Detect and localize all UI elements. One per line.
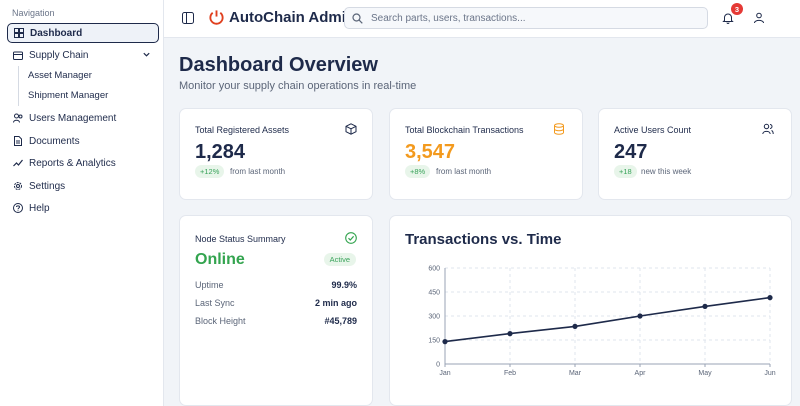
search-bar[interactable] [344,7,708,29]
series-line [444,296,771,343]
check-circle-icon [345,232,357,244]
y-tick-label: 450 [428,290,440,297]
data-point [442,339,448,345]
top-header: AutoChain Admin 3 [164,0,800,38]
delta-note: from last month [230,167,286,176]
sidebar-item-label: Settings [29,180,66,192]
user-icon[interactable] [753,12,765,24]
sidebar-item-label: Reports & Analytics [29,157,116,169]
page-subtitle: Monitor your supply chain operations in … [179,80,417,92]
stat-card-transactions: Total Blockchain Transactions 3,547 +8% … [389,108,583,200]
node-status-text: Online [195,251,245,268]
page-title: Dashboard Overview [179,54,378,76]
status-badge: Active [323,253,356,266]
delta-note: new this week [641,167,692,176]
stat-value: 3,547 [405,141,456,163]
box-icon [345,123,357,135]
x-tick-label: Jan [439,370,450,377]
bell-icon[interactable] [722,12,734,24]
sidebar-item-supply-chain[interactable]: Supply Chain [7,45,159,65]
app-title: AutoChain Admin [229,9,356,26]
x-tick-label: Feb [504,370,516,377]
sidebar-item-dashboard[interactable]: Dashboard [7,23,159,43]
sidebar-item-settings[interactable]: Settings [7,176,159,196]
package-icon [13,50,23,60]
y-tick-label: 300 [428,314,440,321]
node-row-value: 99.9% [331,280,357,290]
stat-label: Total Blockchain Transactions [405,125,524,135]
x-tick-label: Apr [635,370,647,377]
data-point [637,313,643,319]
gear-icon [13,181,23,191]
users-icon [762,123,774,135]
nav-heading: Navigation [12,8,55,18]
y-tick-label: 600 [428,266,440,273]
sidebar-item-label: Users Management [29,112,117,124]
stat-value: 1,284 [195,141,246,163]
x-tick-label: May [698,370,712,377]
node-row-label: Block Height [195,316,246,326]
submenu-divider [18,66,19,106]
dashboard-icon [14,28,24,38]
delta-badge: +8% [405,165,431,178]
data-point [572,323,578,329]
transactions-line-chart: 0 150 300 450 600 Jan Feb Mar Apr May Jun [428,266,775,378]
delta-note: from last month [436,167,492,176]
data-point [507,331,513,337]
transactions-chart-card: 0 150 300 450 600 Jan Feb Mar Apr May Jun Transact… [389,215,792,406]
sidebar: Navigation Dashboard Supply Chain Asset … [0,0,164,406]
sidebar-subitem-asset-manager[interactable]: Asset Manager [28,70,92,81]
data-point [767,295,773,301]
document-icon [13,136,23,146]
sidebar-item-label: Help [29,202,50,214]
node-status-card: Node Status Summary Online Active Uptime… [179,215,373,406]
sidebar-item-label: Supply Chain [29,49,89,61]
node-row-label: Uptime [195,280,224,290]
users-icon [13,113,23,123]
chevron-down-icon[interactable] [142,50,151,59]
stat-value: 247 [614,141,648,163]
search-icon [352,12,363,24]
x-tick-label: Jun [764,370,775,377]
sidebar-item-documents[interactable]: Documents [7,131,159,151]
sidebar-item-reports[interactable]: Reports & Analytics [7,153,159,173]
y-tick-label: 0 [436,362,440,369]
search-input[interactable] [371,12,691,24]
delta-badge: +18 [614,165,637,178]
delta-badge: +12% [195,165,225,178]
sidebar-item-users-management[interactable]: Users Management [7,108,159,128]
node-status-title: Node Status Summary [195,234,286,244]
x-tick-label: Mar [569,370,582,377]
stat-label: Active Users Count [614,125,692,135]
node-row-value: 2 min ago [314,298,357,308]
sidebar-item-help[interactable]: Help [7,198,159,218]
database-icon [554,123,564,135]
chart-title: Transactions vs. Time [405,231,562,248]
sidebar-item-label: Dashboard [30,27,83,39]
notification-badge: 3 [731,3,743,15]
sidebar-toggle-icon[interactable] [182,12,194,24]
stat-card-users: Active Users Count 247 +18 new this week [598,108,792,200]
y-tick-label: 150 [428,338,440,345]
help-icon [13,203,23,213]
logo-icon [209,10,224,25]
node-row-value: #45,789 [324,316,357,326]
sidebar-item-label: Documents [29,135,80,147]
node-row-label: Last Sync [195,298,235,308]
chart-icon [13,158,23,168]
sidebar-subitem-shipment-manager[interactable]: Shipment Manager [28,90,109,101]
stat-label: Total Registered Assets [195,125,290,135]
data-point [702,303,708,309]
stat-card-assets: Total Registered Assets 1,284 +12% from … [179,108,373,200]
